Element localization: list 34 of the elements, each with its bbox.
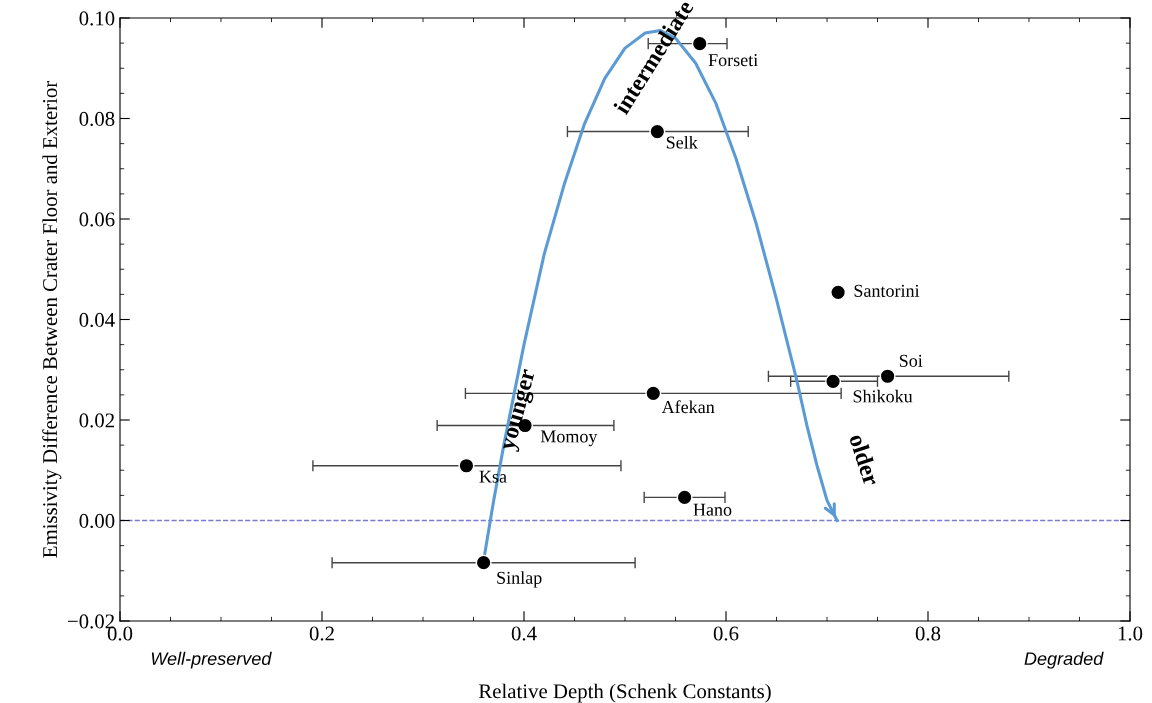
x-tick-label: 0.8 xyxy=(915,626,941,641)
x-axis-title: Relative Depth (Schenk Constants) xyxy=(478,683,771,703)
point xyxy=(676,489,693,506)
annotation: Shikoku xyxy=(853,389,913,403)
annotation: older xyxy=(848,432,881,487)
y-tick-label: 0.06 xyxy=(79,212,115,227)
x-tick-label: 1.0 xyxy=(1118,626,1143,641)
y-tick-label: 0.08 xyxy=(79,111,115,127)
annotation: Soi xyxy=(899,354,923,367)
annotation: younger xyxy=(501,368,540,453)
y-tick-label: 0.10 xyxy=(79,11,115,26)
point xyxy=(458,457,475,474)
x-tick-label: 0.4 xyxy=(511,626,537,641)
point xyxy=(830,284,847,301)
annotation: Forseti xyxy=(708,54,758,67)
point xyxy=(645,385,662,402)
y-tick-label: 0.00 xyxy=(79,513,115,529)
annotation: Selk xyxy=(666,135,698,149)
annotation: Sinlap xyxy=(497,571,542,588)
y-tick-label: 0.04 xyxy=(79,312,115,328)
y-tick-label: 0.02 xyxy=(79,413,114,428)
annotation: Santorini xyxy=(854,284,920,297)
point xyxy=(649,123,666,140)
text: Well-preserved xyxy=(151,651,272,669)
annotation: Afekan xyxy=(661,400,715,414)
x-tick-label: 0.2 xyxy=(309,626,334,641)
y-axis-title: Emissivity Difference Between Crater Floor and Exterior xyxy=(42,80,62,558)
point xyxy=(825,373,842,390)
point xyxy=(879,368,896,385)
x-tick-label: 0.6 xyxy=(713,626,739,641)
annotation: Hano xyxy=(693,503,732,516)
annotation: Momoy xyxy=(540,430,598,447)
text: Degraded xyxy=(1024,651,1104,669)
point xyxy=(475,554,492,571)
